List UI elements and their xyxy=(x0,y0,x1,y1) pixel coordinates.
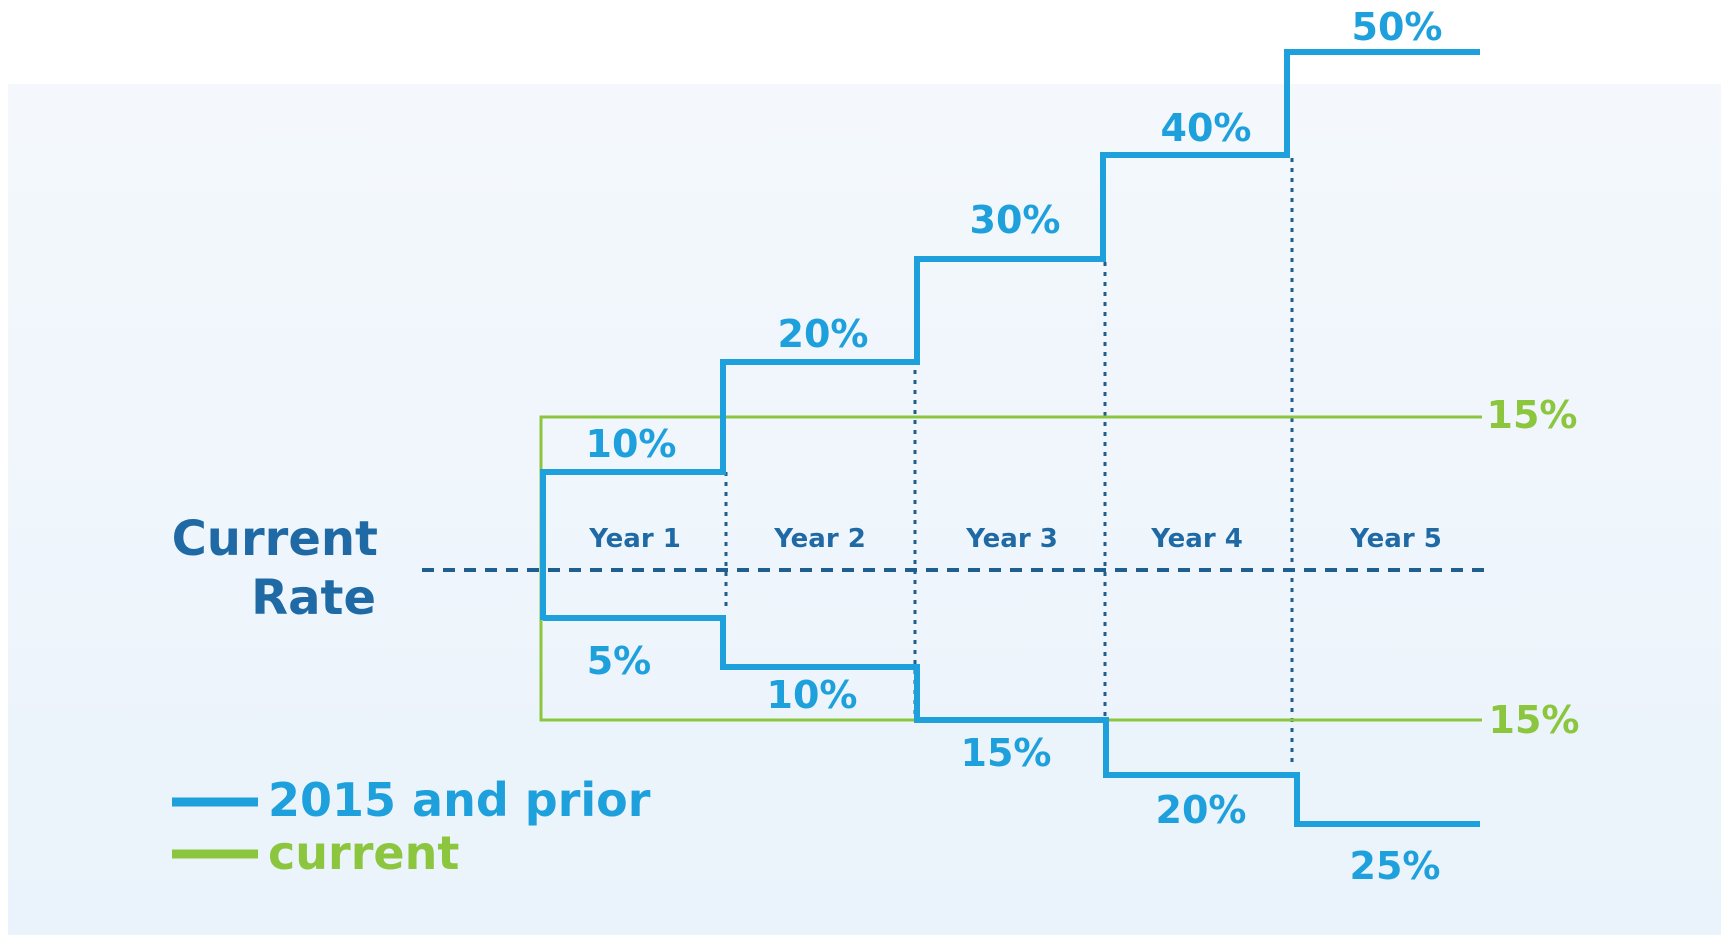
legend: 2015 and prior current xyxy=(172,773,651,880)
upper-step-label-2: 20% xyxy=(778,312,869,356)
upper-step-label-5: 50% xyxy=(1352,5,1443,49)
upper-step-label-4: 40% xyxy=(1161,106,1252,150)
lower-step-label-5: 25% xyxy=(1350,844,1441,888)
year-separators xyxy=(724,158,1294,772)
year-label-4: Year 4 xyxy=(1150,524,1243,554)
lower-step-label-1: 5% xyxy=(587,639,652,683)
legend-label-current: current xyxy=(268,826,459,880)
legend-label-prior: 2015 and prior xyxy=(268,773,651,827)
current-lower-line xyxy=(539,660,1482,722)
rate-label-line1: Current xyxy=(172,511,378,567)
upper-step-label-3: 30% xyxy=(970,198,1061,242)
year-label-3: Year 3 xyxy=(965,524,1058,554)
current-upper-label: 15% xyxy=(1487,393,1578,437)
lower-step-label-3: 15% xyxy=(961,731,1052,775)
background-panel xyxy=(8,84,1721,935)
year-label-2: Year 2 xyxy=(773,524,866,554)
rate-label-line2: Rate xyxy=(251,570,376,626)
lower-step-label-2: 10% xyxy=(767,673,858,717)
year-label-1: Year 1 xyxy=(588,524,681,554)
lower-step-label-4: 20% xyxy=(1156,788,1247,832)
year-label-5: Year 5 xyxy=(1349,524,1442,554)
current-lower-label: 15% xyxy=(1489,698,1580,742)
upper-step-label-1: 10% xyxy=(586,422,677,466)
prior-lower-steps xyxy=(543,615,1480,827)
prior-upper-steps xyxy=(540,49,1480,620)
